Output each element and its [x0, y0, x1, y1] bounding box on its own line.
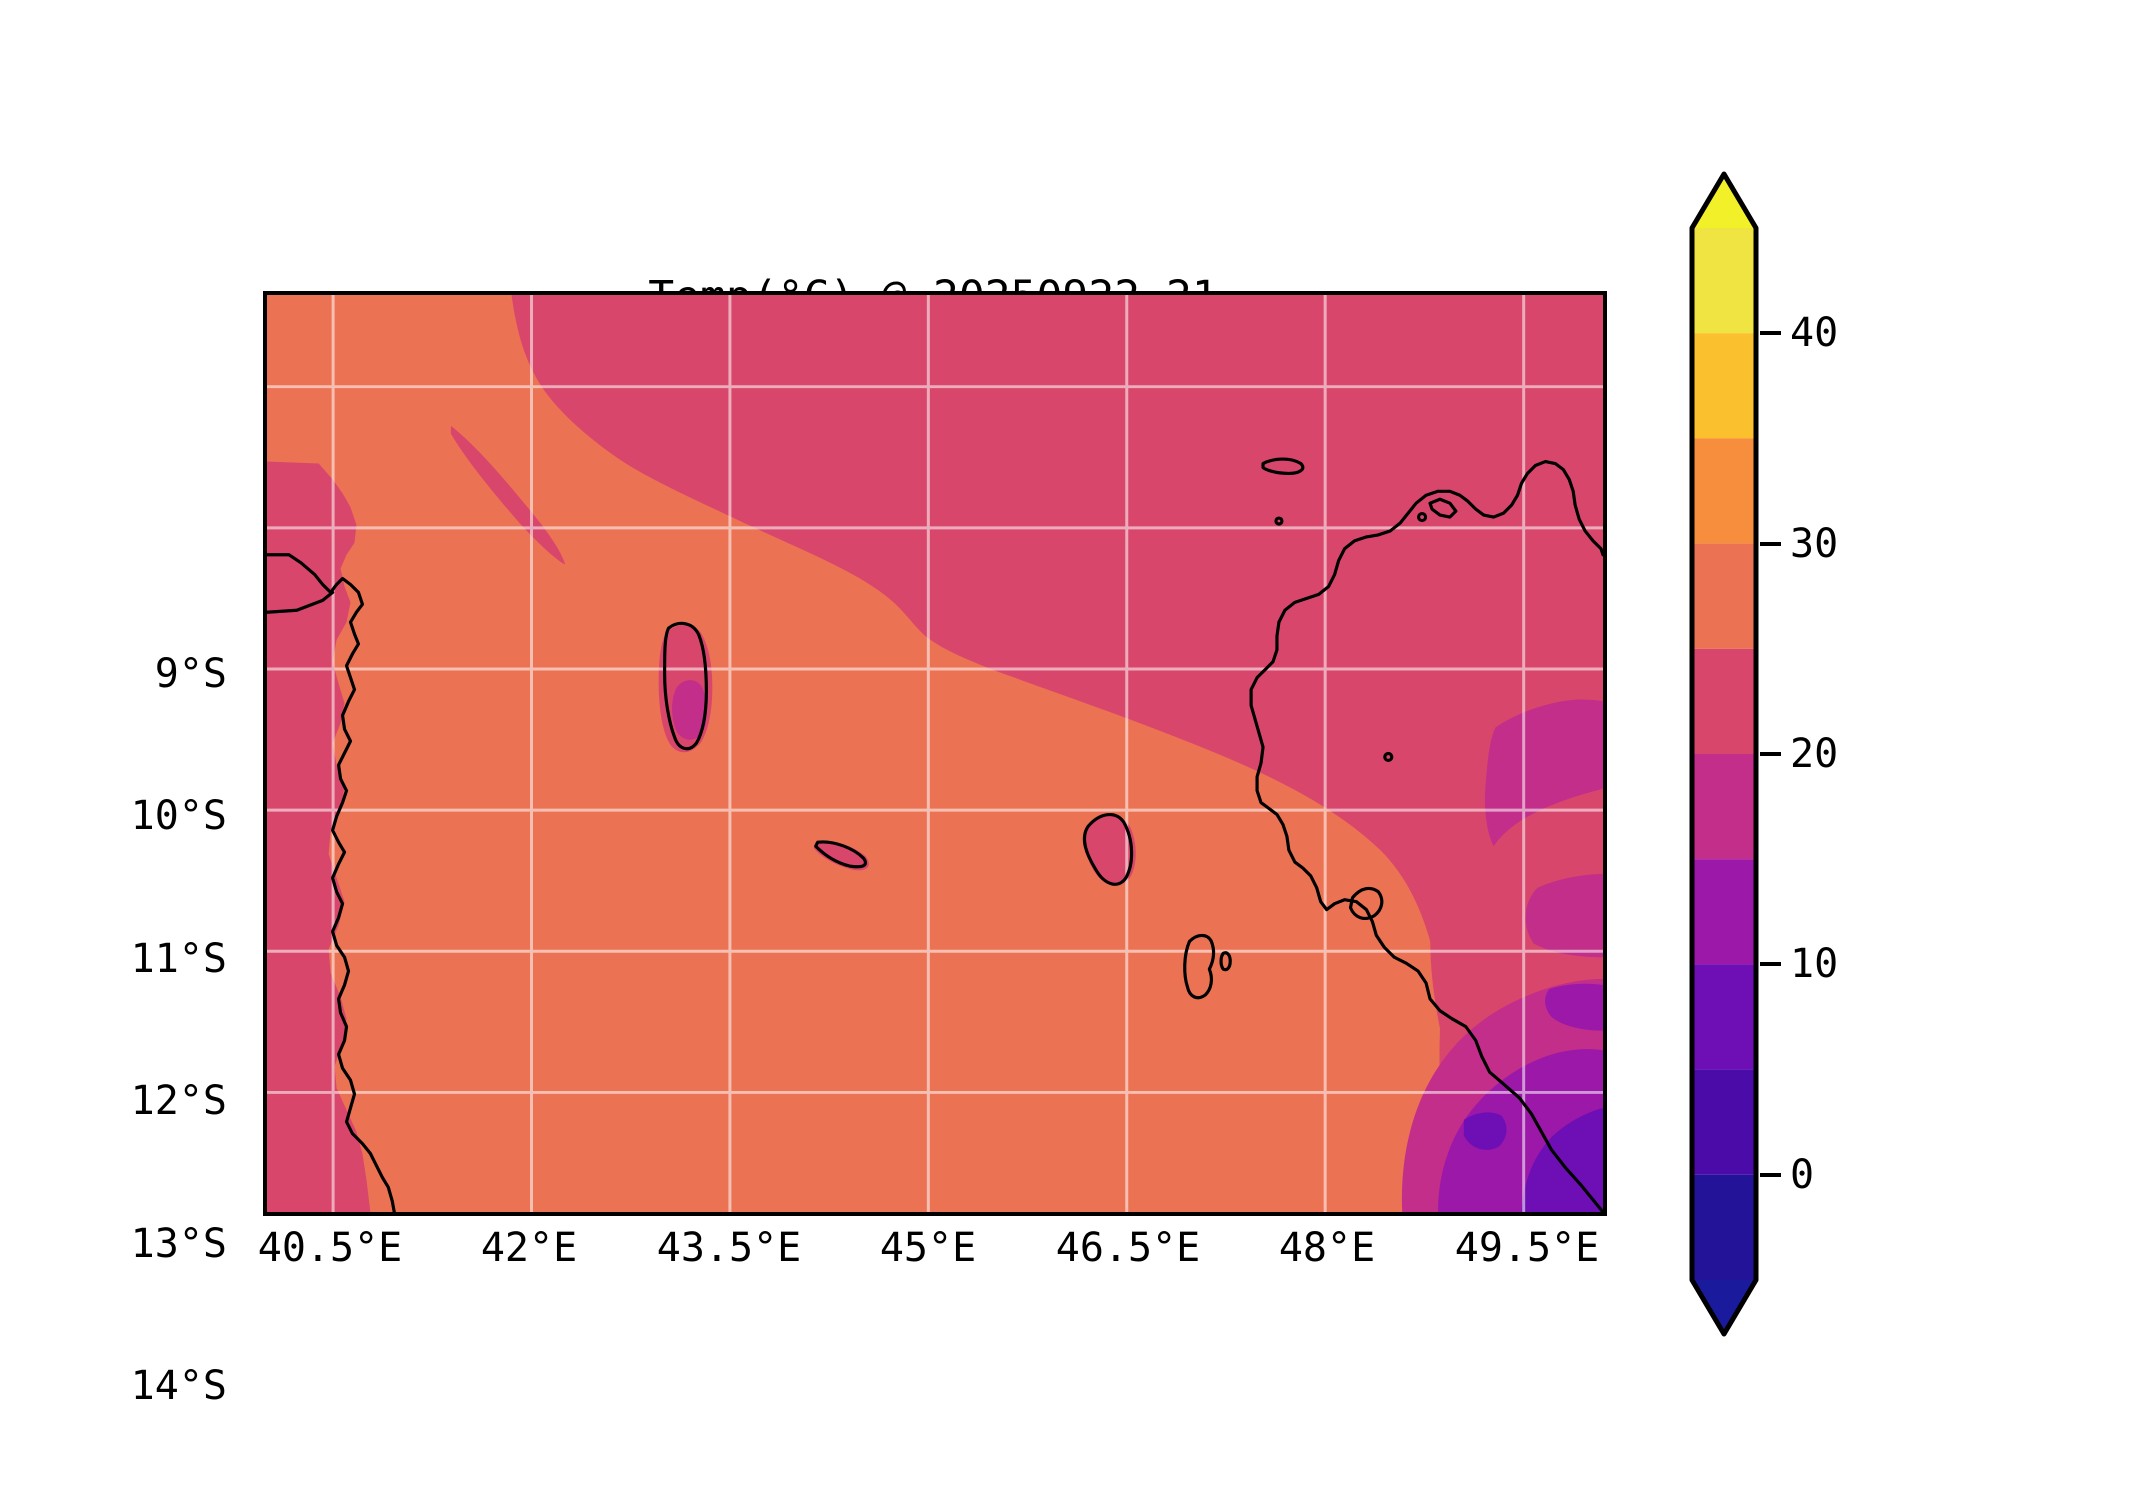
cbar-band-10-15 [1692, 859, 1756, 965]
cbar-label-30: 30 [1790, 521, 1839, 567]
x-tick-45E: 45°E [879, 1225, 977, 1271]
coastline-madagascar [1249, 459, 1603, 1212]
y-tick-14S: 14°S [130, 1363, 227, 1409]
cbar-label-10: 10 [1790, 941, 1839, 987]
cbar-band-25-30 [1692, 543, 1756, 649]
colorbar[interactable] [1688, 168, 1760, 1340]
cbar-tick-mark-0 [1760, 1173, 1781, 1177]
cbar-extend-max-arrow [1692, 174, 1756, 228]
map-gridlines [267, 295, 1603, 1212]
cbar-label-0: 0 [1790, 1152, 1815, 1198]
cbar-band-neg5-0 [1692, 1174, 1756, 1280]
x-tick-40-5E: 40.5°E [257, 1225, 403, 1271]
colorbar-tick-marks [1760, 168, 1790, 1340]
border-line-africa [267, 590, 335, 614]
y-tick-10S: 10°S [130, 793, 227, 839]
coastlines [267, 457, 1603, 1212]
coastline-anjouan [1082, 813, 1134, 886]
cbar-band-30-35 [1692, 438, 1756, 544]
temp-band-10-15-highlands-lobe [1545, 983, 1603, 1031]
colorbar-bands [1692, 228, 1756, 1280]
cbar-extend-min-arrow [1692, 1280, 1756, 1334]
coastline-islet-small-1 [1274, 516, 1284, 526]
temp-patch-grande-comore-summit [672, 680, 707, 740]
map-axes[interactable] [263, 291, 1607, 1216]
y-tick-12S: 12°S [130, 1078, 227, 1124]
y-tick-13S: 13°S [130, 1221, 227, 1267]
colorbar-tick-labels: 40 30 20 10 0 [1790, 168, 1970, 1340]
cbar-label-20: 20 [1790, 731, 1839, 777]
cbar-band-15-20 [1692, 754, 1756, 860]
temp-band-25-30-finger [461, 402, 584, 555]
x-tick-46-5E: 46.5°E [1055, 1225, 1201, 1271]
x-tick-48E: 48°E [1278, 1225, 1376, 1271]
x-tick-42E: 42°E [480, 1225, 578, 1271]
temp-band-5-10-blob [1463, 1112, 1507, 1150]
cbar-band-5-10 [1692, 964, 1756, 1070]
temp-patch-moheli [813, 841, 869, 871]
coastline-islet-aldabra [1261, 457, 1305, 476]
temp-band-20-25-nw-finger [450, 425, 566, 565]
temperature-contour-map [267, 295, 1603, 1212]
y-axis-tick-labels: 9°S 10°S 11°S 12°S 13°S 14°S [0, 291, 245, 1409]
coastline-islet-small-3 [1383, 751, 1394, 763]
temp-band-20-25-north [267, 295, 1603, 1212]
coastline-africa [267, 553, 396, 1212]
temp-band-15-20-madagascar-mid [1525, 873, 1603, 958]
cbar-band-35-40 [1692, 333, 1756, 439]
coastline-moheli [814, 840, 868, 869]
cbar-band-20-25 [1692, 648, 1756, 754]
cbar-tick-mark-40 [1760, 331, 1781, 335]
colorbar-gradient [1689, 171, 1759, 1337]
temp-patch-anjouan [1085, 816, 1136, 886]
coastline-mayotte-islet [1219, 951, 1232, 972]
cbar-tick-mark-20 [1760, 752, 1781, 756]
coastline-madagascar-bay [1428, 497, 1458, 519]
coastline-islet-small-2 [1417, 512, 1428, 523]
x-axis-tick-labels: 40.5°E 42°E 43.5°E 45°E 46.5°E 48°E 49.5… [258, 1225, 1607, 1295]
cbar-tick-mark-30 [1760, 542, 1781, 546]
cbar-tick-mark-10 [1760, 962, 1781, 966]
cbar-band-0-5 [1692, 1069, 1756, 1175]
cbar-band-40-45 [1692, 228, 1756, 334]
coastline-grande-comore [663, 621, 708, 751]
y-tick-9S: 9°S [154, 651, 227, 697]
cbar-outline [1689, 171, 1759, 1337]
coastline-mayotte [1183, 933, 1216, 1000]
cbar-label-40: 40 [1790, 310, 1839, 356]
y-tick-11S: 11°S [130, 936, 227, 982]
coastline-madagascar-peninsula [1348, 886, 1384, 920]
x-tick-43-5E: 43.5°E [656, 1225, 802, 1271]
x-tick-49-5E: 49.5°E [1454, 1225, 1600, 1271]
